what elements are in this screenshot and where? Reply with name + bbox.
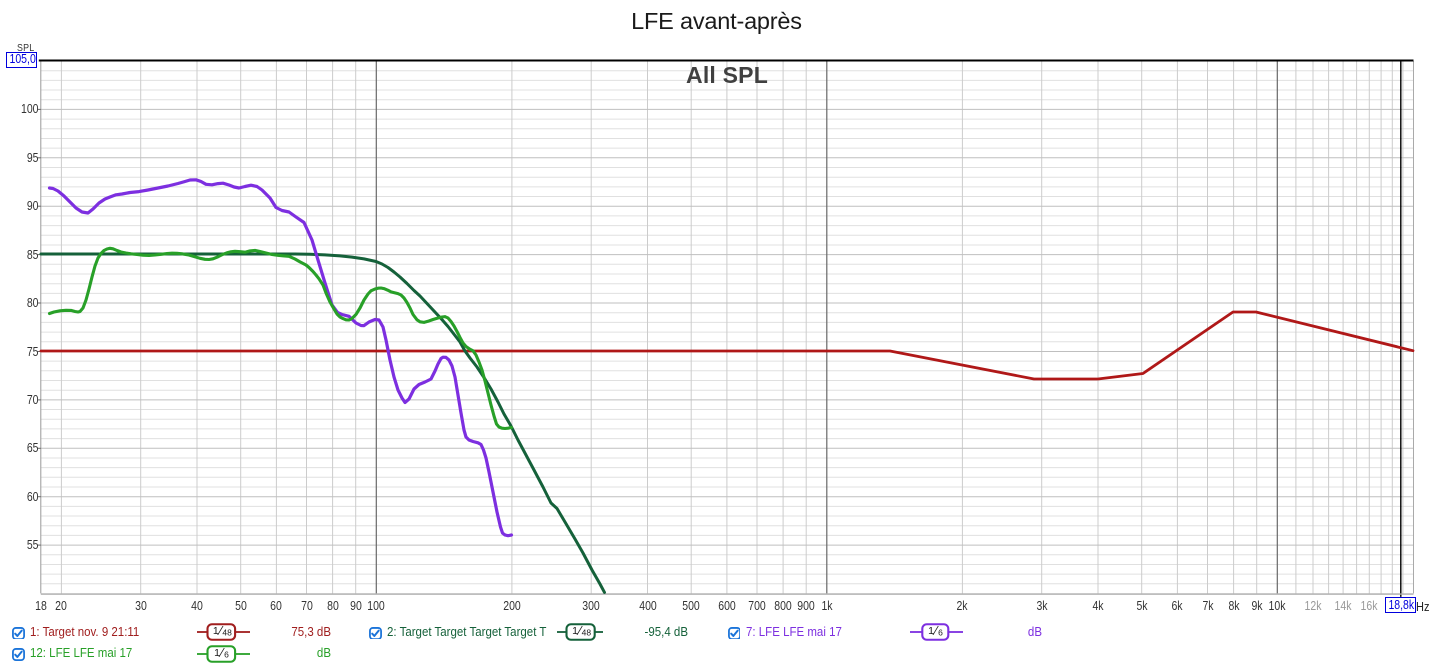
svg-text:48: 48 bbox=[223, 628, 233, 638]
svg-text:1: 1 bbox=[213, 625, 219, 637]
svg-text:⁄: ⁄ bbox=[932, 624, 939, 638]
svg-text:48: 48 bbox=[581, 628, 591, 638]
svg-text:1: 1 bbox=[215, 646, 221, 658]
svg-text:6: 6 bbox=[938, 628, 943, 638]
svg-text:6: 6 bbox=[225, 649, 230, 659]
svg-text:1: 1 bbox=[928, 625, 934, 637]
svg-text:⁄: ⁄ bbox=[218, 645, 225, 659]
svg-text:⁄: ⁄ bbox=[217, 624, 224, 638]
svg-text:1: 1 bbox=[572, 625, 578, 637]
svg-text:⁄: ⁄ bbox=[576, 624, 583, 638]
